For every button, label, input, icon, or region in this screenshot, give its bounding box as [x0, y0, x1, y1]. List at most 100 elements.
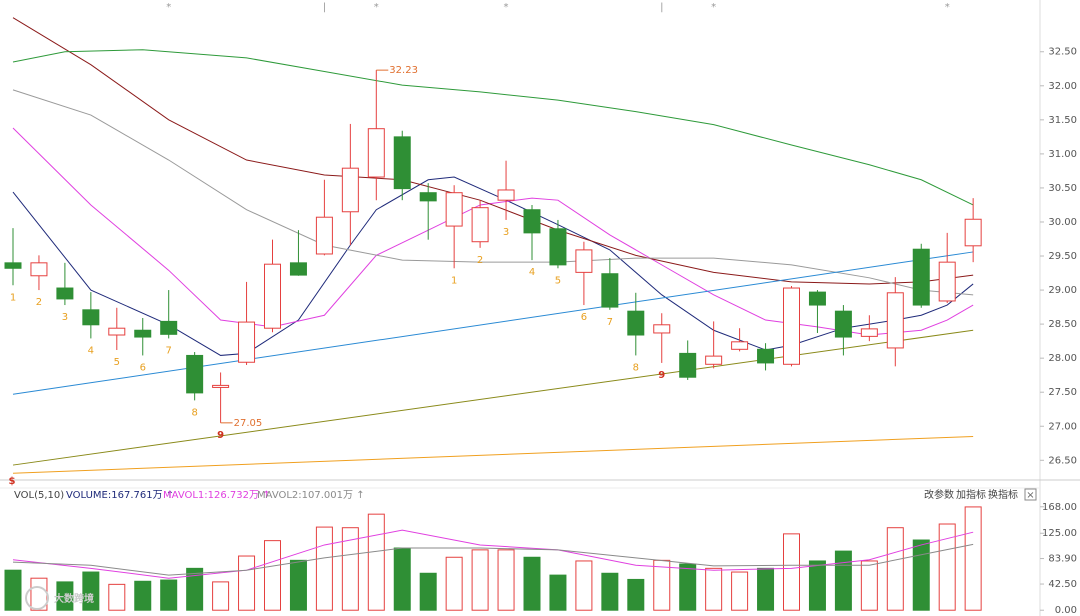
candle-body — [341, 167, 359, 213]
candle-body — [289, 262, 307, 276]
candle-body — [523, 209, 541, 234]
candle-body — [601, 273, 619, 308]
volume-bar — [315, 526, 333, 611]
volume-bar — [653, 559, 671, 611]
volume-bar — [808, 560, 826, 611]
y-tick-label: 30.00 — [1048, 217, 1077, 228]
sequence-label: 6 — [140, 362, 146, 373]
candle-body — [108, 327, 126, 336]
volume-bar — [575, 560, 593, 611]
event-marker: * — [711, 2, 716, 13]
volume-bar — [108, 583, 126, 611]
candle-body — [705, 355, 723, 365]
sequence-label: 6 — [581, 312, 587, 323]
bottom-marker: $ — [9, 476, 16, 487]
sequence-label: 2 — [477, 255, 483, 266]
volume-bar — [4, 569, 22, 611]
high-annotation: 32.23 — [389, 65, 418, 76]
candle-body — [186, 354, 204, 394]
volume-bar — [186, 567, 204, 611]
candle-body — [912, 248, 930, 306]
candle-body — [212, 384, 230, 388]
y-tick-label: 32.00 — [1048, 81, 1077, 92]
y-tick-label: 83.90 — [1048, 554, 1077, 565]
sequence-label: 9 — [217, 430, 224, 441]
candle-body — [886, 292, 904, 349]
sequence-label: 4 — [88, 345, 94, 356]
y-tick-label: 28.50 — [1048, 319, 1077, 330]
candle-body — [30, 262, 48, 277]
candle-body — [238, 321, 256, 363]
volume-bar — [627, 578, 645, 611]
candle-body — [653, 324, 671, 334]
volume-average-line — [12, 543, 974, 576]
candle-body — [419, 192, 437, 202]
sequence-label: 3 — [503, 227, 509, 238]
candle-body — [627, 310, 645, 336]
moving-average-line — [12, 49, 974, 206]
volume-average-line — [12, 529, 974, 579]
sequence-label: 8 — [191, 407, 197, 418]
legend-entry: VOLUME:167.761万 ↑ — [66, 490, 174, 501]
panel-button[interactable]: 改参数 — [924, 488, 954, 501]
volume-bar — [679, 563, 697, 611]
candle-body — [575, 249, 593, 273]
event-marker: * — [374, 2, 379, 13]
candle-body — [964, 218, 982, 247]
y-tick-label: 27.00 — [1048, 421, 1077, 432]
candle-body — [834, 310, 852, 338]
candle-body — [860, 328, 878, 337]
candle-body — [367, 128, 385, 178]
y-tick-label: 27.50 — [1048, 387, 1077, 398]
candle-body — [679, 352, 697, 378]
volume-bar — [341, 527, 359, 611]
y-tick-label: 31.50 — [1048, 115, 1077, 126]
event-marker: | — [660, 2, 663, 13]
close-button[interactable]: × — [1026, 490, 1034, 501]
candle-body — [315, 216, 333, 255]
volume-bar — [393, 547, 411, 611]
sequence-label: 2 — [36, 297, 42, 308]
candle-body — [731, 341, 749, 350]
moving-average-line — [12, 329, 974, 466]
candle-body — [134, 329, 152, 338]
candle-body — [497, 189, 515, 201]
sequence-label: 8 — [633, 362, 639, 373]
volume-bar — [964, 506, 982, 611]
volume-bar — [523, 556, 541, 611]
sequence-label: 4 — [529, 267, 535, 278]
volume-bar — [471, 549, 489, 611]
candle-body — [549, 228, 567, 266]
candle-body — [56, 287, 74, 300]
panel-button[interactable]: 加指标 — [956, 488, 986, 501]
candle-body — [82, 309, 100, 326]
candle-body — [160, 320, 178, 335]
volume-bar — [938, 523, 956, 611]
volume-bar — [705, 567, 723, 611]
y-tick-label: 29.50 — [1048, 251, 1077, 262]
sequence-label: 1 — [451, 275, 457, 286]
y-tick-label: 32.50 — [1048, 47, 1077, 58]
moving-average-line — [12, 89, 974, 296]
candle-body — [4, 262, 22, 269]
moving-average-line — [12, 251, 974, 395]
candle-body — [783, 287, 800, 365]
panel-button[interactable]: 换指标 — [988, 488, 1018, 501]
volume-bar — [367, 513, 385, 611]
volume-bar — [497, 549, 515, 611]
volume-bar — [160, 579, 178, 611]
volume-bar — [134, 580, 152, 611]
y-tick-label: 30.50 — [1048, 183, 1077, 194]
volume-bar — [757, 567, 775, 611]
legend-entry: MAVOL2:107.001万 ↑ — [257, 490, 365, 501]
low-annotation: 27.05 — [234, 418, 263, 429]
volume-bar — [834, 550, 852, 611]
volume-bar — [783, 533, 800, 611]
volume-bar — [445, 556, 463, 611]
candle-body — [445, 192, 463, 227]
candle-body — [393, 136, 411, 190]
candle-body — [938, 261, 956, 302]
volume-bar — [731, 571, 749, 611]
close-box[interactable] — [1024, 488, 1037, 501]
